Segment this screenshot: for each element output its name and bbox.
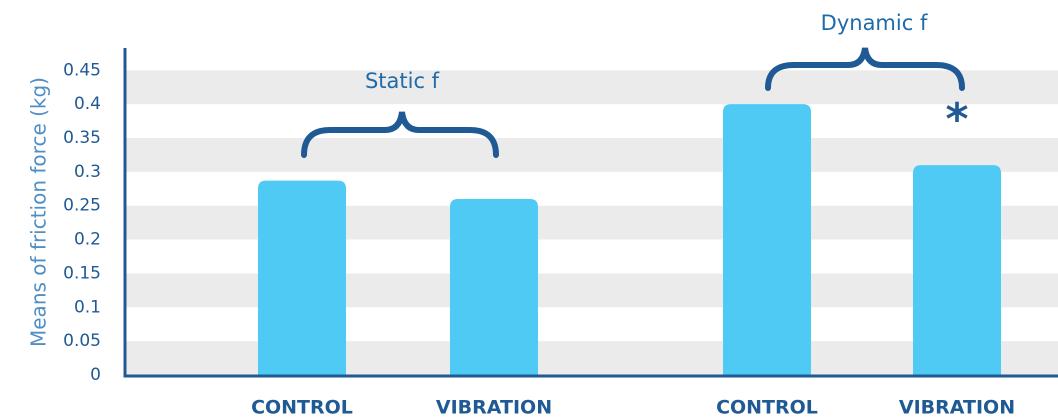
x-tick-label: CONTROL xyxy=(716,397,818,419)
y-tick-label: 0.45 xyxy=(63,60,101,80)
grid-band xyxy=(125,138,1058,172)
y-tick-label: 0.1 xyxy=(74,297,101,317)
y-tick-label: 0.25 xyxy=(63,196,101,216)
bar xyxy=(450,198,538,375)
group-label: Static f xyxy=(365,69,440,93)
grid-band xyxy=(125,70,1058,105)
y-tick-label: 0.35 xyxy=(63,128,101,148)
y-tick-label: 0.15 xyxy=(63,263,101,283)
significance-mark: * xyxy=(945,94,968,145)
y-tick-label: 0.4 xyxy=(74,94,101,114)
bar xyxy=(913,165,1001,375)
y-tick-label: 0 xyxy=(90,365,101,385)
y-tick-label: 0.3 xyxy=(74,162,101,182)
x-tick-label: VIBRATION xyxy=(899,397,1015,419)
bar xyxy=(258,180,346,375)
group-label: Dynamic f xyxy=(821,11,928,35)
x-tick-label: CONTROL xyxy=(251,397,353,419)
y-axis-label: Means of friction force (kg) xyxy=(27,77,51,347)
x-tick-label: VIBRATION xyxy=(436,397,552,419)
y-tick-label: 0.2 xyxy=(74,230,101,250)
brace xyxy=(301,111,499,158)
y-tick-label: 0.05 xyxy=(63,331,101,351)
grid-bands xyxy=(125,70,1058,375)
bar xyxy=(723,104,811,376)
brace xyxy=(765,47,965,91)
